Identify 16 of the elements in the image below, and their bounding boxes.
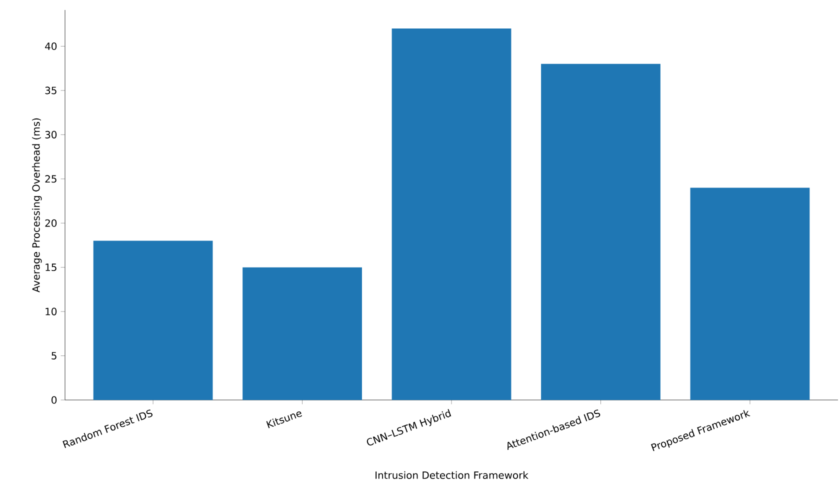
y-tick-label: 30	[45, 130, 57, 138]
y-tick-label: 5	[52, 352, 56, 360]
y-tick-label: 40	[45, 42, 57, 50]
bar	[541, 64, 660, 400]
y-tick-label: 10	[46, 308, 57, 316]
y-tick-label: 25	[45, 175, 56, 183]
y-tick-label: 0	[52, 396, 57, 404]
y-axis-title: Average Processing Overhead (ms)	[32, 118, 42, 292]
bar	[392, 28, 512, 400]
bar	[242, 267, 362, 400]
y-tick-label: 20	[45, 219, 57, 227]
bar	[93, 240, 213, 400]
x-axis-title: Intrusion Detection Framework	[376, 471, 528, 479]
y-tick-label: 15	[46, 264, 56, 272]
bar	[690, 188, 810, 400]
y-tick-label: 35	[45, 86, 56, 94]
